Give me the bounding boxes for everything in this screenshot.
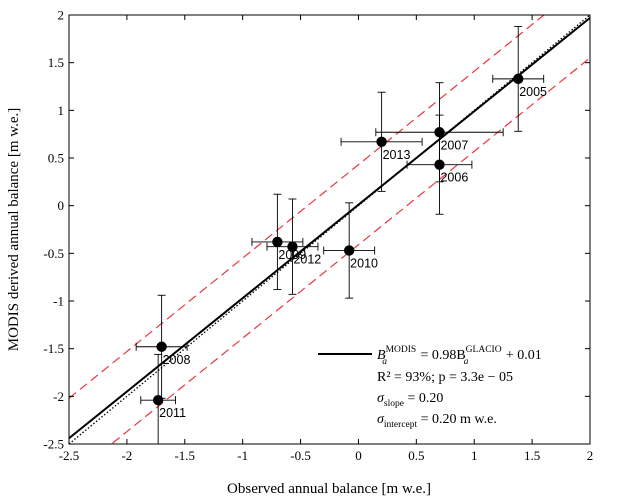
point-marker	[287, 241, 298, 252]
data-point-2009	[251, 193, 304, 291]
y-tick-label: -1.5	[43, 341, 64, 356]
legend: BMODIS a = 0.98BGLACIO a + 0.01 R² = 93%; …	[318, 345, 542, 430]
point-label-2007: 2007	[440, 138, 468, 152]
y-tick-label: -2.5	[43, 437, 64, 452]
point-marker	[513, 73, 524, 85]
points-layer	[135, 25, 545, 444]
data-point-2005	[492, 25, 545, 132]
point-labels: 2005 2006 2007 2008 2009 2010 2011 2012 2013	[159, 85, 547, 420]
data-point-2013	[340, 91, 423, 192]
x-tick-label: -1	[237, 448, 248, 463]
legend-line-1: BMODIS a = 0.98BGLACIO a + 0.01	[377, 345, 542, 367]
y-tick-label: -0.5	[43, 246, 64, 261]
y-tick-label: 0.5	[48, 151, 64, 166]
point-marker	[343, 245, 355, 256]
x-tick-label: -2	[121, 448, 132, 463]
lines-layer	[69, 15, 590, 444]
y-tick-label: 2	[58, 8, 65, 23]
y-tick-label: 1	[58, 103, 65, 118]
data-point-2007	[375, 82, 504, 183]
x-tick-label: 2	[587, 448, 594, 463]
point-label-2012: 2012	[293, 253, 321, 267]
point-label-2011: 2011	[159, 406, 186, 420]
confidence-band-upper	[69, 15, 545, 399]
plot-area-frame	[68, 14, 591, 445]
point-marker	[376, 136, 387, 147]
data-point-2012	[266, 198, 319, 295]
data-point-2010	[323, 202, 376, 299]
x-tick-label: -0.5	[290, 448, 311, 463]
axis-ticks: -2.5 -2 -1.5 -1 -0.5 0 0.5 1 1.5 2 -2.5 -2 -1.5 -1 -0.…	[43, 8, 593, 464]
point-marker	[152, 394, 164, 406]
point-label-2008: 2008	[163, 353, 191, 367]
y-axis-title: MODIS derived annual balance [m w.e.]	[6, 108, 22, 352]
identity-line	[69, 15, 590, 444]
x-tick-label: 1	[471, 448, 478, 463]
regression-fit-line	[69, 17, 590, 440]
point-marker	[156, 341, 167, 352]
point-label-2009: 2009	[278, 248, 306, 262]
y-tick-label: 0	[58, 198, 65, 213]
x-tick-label: -1.5	[174, 448, 195, 463]
x-axis-title: Observed annual balance [m w.e.]	[227, 481, 431, 497]
x-tick-label: 1.5	[524, 448, 540, 463]
point-label-2005: 2005	[519, 85, 547, 99]
confidence-band-lower	[110, 57, 590, 444]
y-tick-label: -2	[53, 389, 64, 404]
x-tick-label: -2.5	[59, 448, 80, 463]
legend-line-2: R² = 93%; p = 3.3e − 05	[377, 370, 513, 385]
y-tick-label: -1	[53, 294, 64, 309]
legend-line-3: σslope = 0.20	[377, 391, 443, 409]
legend-line-4: σintercept = 0.20 m w.e.	[377, 412, 497, 430]
point-label-2013: 2013	[383, 148, 411, 162]
y-tick-label: 1.5	[48, 55, 64, 70]
point-label-2010: 2010	[350, 256, 378, 270]
point-marker	[272, 236, 283, 248]
data-point-2008	[135, 294, 188, 399]
x-tick-label: 0	[355, 448, 362, 463]
data-point-2011	[140, 353, 176, 444]
point-label-2006: 2006	[440, 171, 468, 185]
point-marker	[434, 127, 445, 138]
x-tick-label: 0.5	[408, 448, 424, 463]
